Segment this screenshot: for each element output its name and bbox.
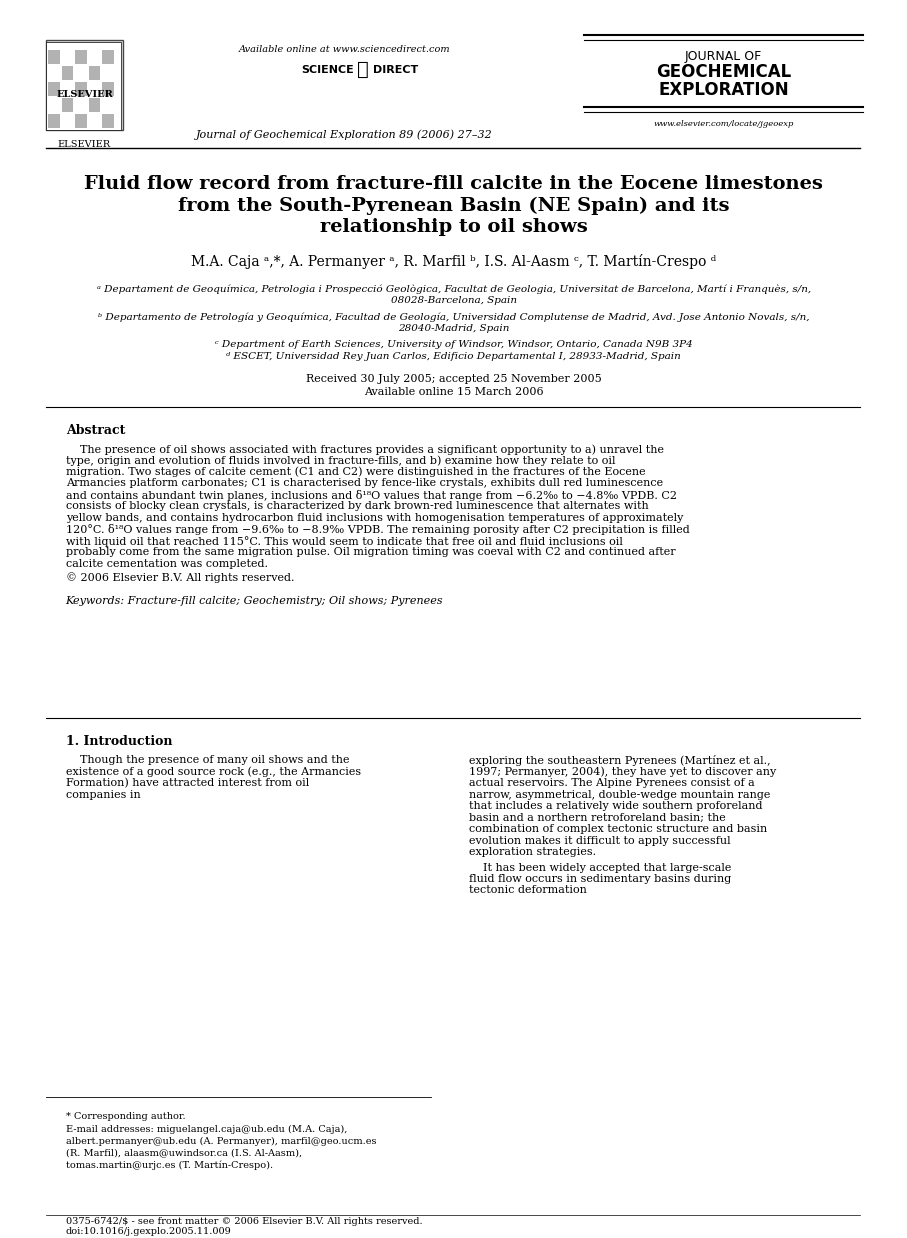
FancyBboxPatch shape bbox=[46, 42, 122, 130]
Text: Journal of Geochemical Exploration 89 (2006) 27–32: Journal of Geochemical Exploration 89 (2… bbox=[196, 130, 493, 140]
Text: 28040-Madrid, Spain: 28040-Madrid, Spain bbox=[398, 324, 509, 333]
Text: Armancies platform carbonates; C1 is characterised by fence-like crystals, exhib: Armancies platform carbonates; C1 is cha… bbox=[65, 478, 663, 489]
Text: basin and a northern retroforeland basin; the: basin and a northern retroforeland basin… bbox=[469, 812, 726, 822]
Text: GEOCHEMICAL: GEOCHEMICAL bbox=[656, 63, 791, 80]
Bar bbox=[48, 82, 60, 95]
Text: www.elsevier.com/locate/jgeoexp: www.elsevier.com/locate/jgeoexp bbox=[653, 120, 794, 128]
Text: 0375-6742/$ - see front matter © 2006 Elsevier B.V. All rights reserved.: 0375-6742/$ - see front matter © 2006 El… bbox=[65, 1217, 423, 1226]
Text: 120°C. δ¹⁸O values range from −9.6‰ to −8.9‰ VPDB. The remaining porosity after : 120°C. δ¹⁸O values range from −9.6‰ to −… bbox=[65, 525, 689, 535]
Text: type, origin and evolution of fluids involved in fracture-fills, and b) examine : type, origin and evolution of fluids inv… bbox=[65, 456, 615, 465]
Bar bbox=[46, 40, 123, 130]
Text: 08028-Barcelona, Spain: 08028-Barcelona, Spain bbox=[391, 296, 517, 306]
Text: combination of complex tectonic structure and basin: combination of complex tectonic structur… bbox=[469, 825, 767, 834]
Bar bbox=[48, 114, 60, 128]
Text: M.A. Caja ᵃ,*, A. Permanyer ᵃ, R. Marfil ᵇ, I.S. Al-Aasm ᶜ, T. Martín-Crespo ᵈ: M.A. Caja ᵃ,*, A. Permanyer ᵃ, R. Marfil… bbox=[191, 255, 717, 270]
Text: E-mail addresses: miguelangel.caja@ub.edu (M.A. Caja),: E-mail addresses: miguelangel.caja@ub.ed… bbox=[65, 1124, 347, 1134]
Text: evolution makes it difficult to apply successful: evolution makes it difficult to apply su… bbox=[469, 836, 730, 846]
Text: 1997; Permanyer, 2004), they have yet to discover any: 1997; Permanyer, 2004), they have yet to… bbox=[469, 766, 776, 777]
Text: existence of a good source rock (e.g., the Armancies: existence of a good source rock (e.g., t… bbox=[65, 766, 361, 777]
Bar bbox=[102, 82, 113, 95]
Text: ᵃ Departament de Geoquímica, Petrologia i Prospecció Geològica, Facultat de Geol: ᵃ Departament de Geoquímica, Petrologia … bbox=[96, 285, 811, 293]
Text: doi:10.1016/j.gexplo.2005.11.009: doi:10.1016/j.gexplo.2005.11.009 bbox=[65, 1227, 231, 1237]
Text: Received 30 July 2005; accepted 25 November 2005: Received 30 July 2005; accepted 25 Novem… bbox=[306, 374, 601, 384]
Text: Though the presence of many oil shows and the: Though the presence of many oil shows an… bbox=[65, 755, 349, 765]
Text: EXPLORATION: EXPLORATION bbox=[658, 80, 789, 99]
Text: 1. Introduction: 1. Introduction bbox=[65, 735, 172, 748]
Bar bbox=[102, 114, 113, 128]
Text: It has been widely accepted that large-scale: It has been widely accepted that large-s… bbox=[469, 863, 731, 873]
Bar bbox=[89, 66, 100, 79]
Text: fluid flow occurs in sedimentary basins during: fluid flow occurs in sedimentary basins … bbox=[469, 874, 731, 884]
Text: consists of blocky clean crystals, is characterized by dark brown-red luminescen: consists of blocky clean crystals, is ch… bbox=[65, 501, 649, 511]
Text: exploring the southeastern Pyrenees (Martínez et al.,: exploring the southeastern Pyrenees (Mar… bbox=[469, 755, 771, 766]
Text: ELSEVIER: ELSEVIER bbox=[56, 90, 113, 99]
Bar bbox=[75, 82, 87, 95]
Text: from the South-Pyrenean Basin (NE Spain) and its: from the South-Pyrenean Basin (NE Spain)… bbox=[178, 197, 729, 215]
Bar bbox=[62, 66, 73, 79]
Bar bbox=[89, 98, 100, 111]
Text: probably come from the same migration pulse. Oil migration timing was coeval wit: probably come from the same migration pu… bbox=[65, 547, 675, 557]
Text: Keywords: Fracture-fill calcite; Geochemistry; Oil shows; Pyrenees: Keywords: Fracture-fill calcite; Geochem… bbox=[65, 597, 444, 607]
Text: JOURNAL OF: JOURNAL OF bbox=[685, 50, 762, 63]
Text: tectonic deformation: tectonic deformation bbox=[469, 885, 587, 895]
Text: albert.permanyer@ub.edu (A. Permanyer), marfil@geo.ucm.es: albert.permanyer@ub.edu (A. Permanyer), … bbox=[65, 1136, 376, 1145]
Text: and contains abundant twin planes, inclusions and δ¹⁸O values that range from −6: and contains abundant twin planes, inclu… bbox=[65, 490, 677, 501]
Text: ⓐ: ⓐ bbox=[357, 59, 369, 79]
Text: companies in: companies in bbox=[65, 790, 141, 800]
Bar bbox=[75, 50, 87, 64]
Text: DIRECT: DIRECT bbox=[373, 64, 418, 74]
Text: relationship to oil shows: relationship to oil shows bbox=[320, 218, 588, 236]
Text: ELSEVIER: ELSEVIER bbox=[57, 140, 111, 149]
Text: Available online at www.sciencedirect.com: Available online at www.sciencedirect.co… bbox=[239, 45, 450, 54]
Text: © 2006 Elsevier B.V. All rights reserved.: © 2006 Elsevier B.V. All rights reserved… bbox=[65, 572, 294, 583]
Text: ᵈ ESCET, Universidad Rey Juan Carlos, Edificio Departamental I, 28933-Madrid, Sp: ᵈ ESCET, Universidad Rey Juan Carlos, Ed… bbox=[226, 352, 681, 361]
Text: migration. Two stages of calcite cement (C1 and C2) were distinguished in the fr: migration. Two stages of calcite cement … bbox=[65, 467, 645, 478]
Text: SCIENCE: SCIENCE bbox=[301, 64, 354, 74]
Text: tomas.martin@urjc.es (T. Martín-Crespo).: tomas.martin@urjc.es (T. Martín-Crespo). bbox=[65, 1160, 273, 1170]
Text: * Corresponding author.: * Corresponding author. bbox=[65, 1113, 185, 1122]
Text: Available online 15 March 2006: Available online 15 March 2006 bbox=[364, 387, 543, 397]
Bar bbox=[48, 50, 60, 64]
Text: ᵇ Departamento de Petrología y Geoquímica, Facultad de Geología, Universidad Com: ᵇ Departamento de Petrología y Geoquímic… bbox=[98, 312, 809, 322]
Bar bbox=[102, 50, 113, 64]
Bar bbox=[75, 114, 87, 128]
Text: The presence of oil shows associated with fractures provides a significant oppor: The presence of oil shows associated wit… bbox=[65, 444, 664, 454]
Text: Abstract: Abstract bbox=[65, 425, 125, 437]
Text: Fluid flow record from fracture-fill calcite in the Eocene limestones: Fluid flow record from fracture-fill cal… bbox=[84, 175, 823, 193]
Text: with liquid oil that reached 115°C. This would seem to indicate that free oil an: with liquid oil that reached 115°C. This… bbox=[65, 536, 622, 547]
Text: narrow, asymmetrical, double-wedge mountain range: narrow, asymmetrical, double-wedge mount… bbox=[469, 790, 770, 800]
Text: yellow bands, and contains hydrocarbon fluid inclusions with homogenisation temp: yellow bands, and contains hydrocarbon f… bbox=[65, 513, 683, 522]
Text: Formation) have attracted interest from oil: Formation) have attracted interest from … bbox=[65, 779, 309, 789]
Text: calcite cementation was completed.: calcite cementation was completed. bbox=[65, 558, 268, 568]
Text: ᶜ Department of Earth Sciences, University of Windsor, Windsor, Ontario, Canada : ᶜ Department of Earth Sciences, Universi… bbox=[215, 340, 692, 349]
Text: actual reservoirs. The Alpine Pyrenees consist of a: actual reservoirs. The Alpine Pyrenees c… bbox=[469, 779, 755, 789]
Text: that includes a relatively wide southern proforeland: that includes a relatively wide southern… bbox=[469, 801, 763, 811]
Text: exploration strategies.: exploration strategies. bbox=[469, 847, 596, 857]
Text: (R. Marfil), alaasm@uwindsor.ca (I.S. Al-Aasm),: (R. Marfil), alaasm@uwindsor.ca (I.S. Al… bbox=[65, 1149, 302, 1158]
Bar bbox=[62, 98, 73, 111]
